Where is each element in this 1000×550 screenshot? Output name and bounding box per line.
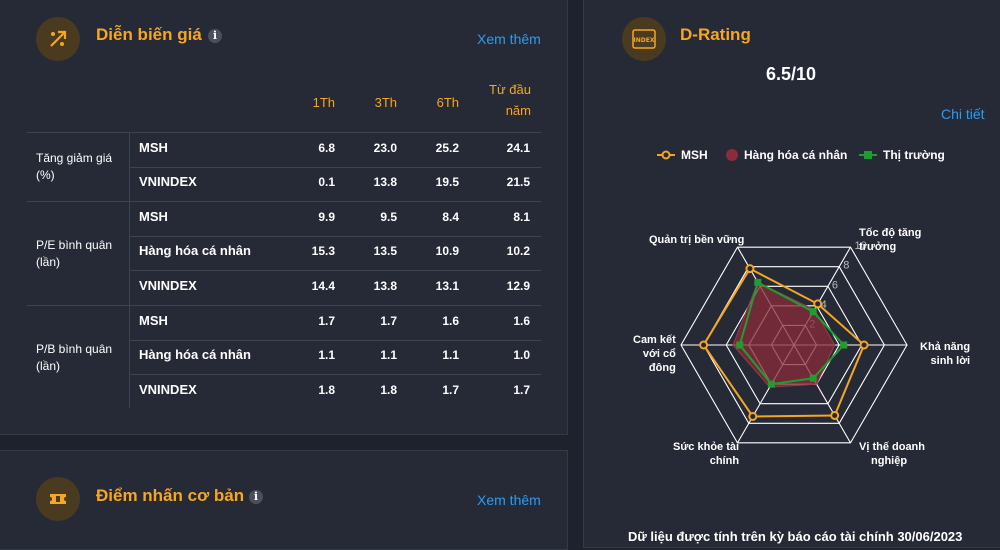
ticket-icon xyxy=(36,477,80,521)
price-change-card: Diễn biến giá i Xem thêm 1Th 3Th 6Th Từ … xyxy=(0,0,568,435)
axis-label-financial-health: Sức khỏe tài chính xyxy=(673,441,740,467)
radar-point-msh[interactable] xyxy=(859,340,869,350)
basic-card-title: Điểm nhấn cơ bản xyxy=(96,486,245,505)
d-rating-title: D-Rating xyxy=(680,25,751,44)
radar-point-msh[interactable] xyxy=(813,299,823,309)
radar-chart: 246810 xyxy=(680,240,908,444)
table-cell: 13.5 xyxy=(373,244,397,258)
d-rating-footnote: Dữ liệu được tính trên kỳ báo cáo tài ch… xyxy=(628,529,963,544)
table-cell: 21.5 xyxy=(506,175,530,189)
col-header-ytd-line1: Từ đầu xyxy=(489,82,531,97)
index-icon: INDEX xyxy=(622,17,666,61)
table-cell: 13.8 xyxy=(373,279,397,293)
axis-label-position: Vị thế doanh nghiệp xyxy=(859,441,925,467)
table-cell: 1.6 xyxy=(513,314,530,328)
col-header-6m: 6Th xyxy=(436,95,459,110)
table-row-name[interactable]: VNINDEX xyxy=(139,278,197,293)
table-cell: 1.8 xyxy=(380,383,397,397)
table-cell: 15.3 xyxy=(311,244,335,258)
group-price-change: Tăng giảm giá (%) xyxy=(36,151,113,182)
table-cell: 1.1 xyxy=(380,348,397,362)
legend-msh[interactable]: MSH xyxy=(657,148,708,162)
radar-point-msh[interactable] xyxy=(748,411,758,421)
info-icon[interactable]: i xyxy=(208,29,222,43)
table-cell: 9.5 xyxy=(380,210,397,224)
table-row-name[interactable]: MSH xyxy=(139,209,168,224)
table-cell: 23.0 xyxy=(373,141,397,155)
table-cell: 1.7 xyxy=(318,314,335,328)
d-rating-detail-link[interactable]: Chi tiết xyxy=(941,106,985,122)
table-cell: 1.6 xyxy=(442,314,459,328)
group-pb: P/B bình quân (lần) xyxy=(36,342,113,373)
table-cell: 13.8 xyxy=(373,175,397,189)
index-icon-text: INDEX xyxy=(634,37,655,44)
table-cell: 10.2 xyxy=(506,244,530,258)
table-row-name[interactable]: Hàng hóa cá nhân xyxy=(139,347,251,362)
table-cell: 13.1 xyxy=(435,279,459,293)
table-cell: 14.4 xyxy=(311,279,335,293)
table-cell: 1.7 xyxy=(442,383,459,397)
radar-point-market[interactable] xyxy=(809,374,817,382)
table-cell: 1.1 xyxy=(318,348,335,362)
col-header-ytd-line2: năm xyxy=(505,103,531,118)
table-cell: 1.0 xyxy=(513,348,530,362)
legend-market[interactable]: Thị trường xyxy=(859,148,945,162)
table-cell: 1.8 xyxy=(318,383,335,397)
table-cell: 12.9 xyxy=(506,279,530,293)
radar-point-msh[interactable] xyxy=(830,410,840,420)
radar-point-market[interactable] xyxy=(809,308,817,316)
radar-point-msh[interactable] xyxy=(699,340,709,350)
table-row-name[interactable]: VNINDEX xyxy=(139,382,197,397)
basic-highlights-card: Điểm nhấn cơ bản i Xem thêm xyxy=(0,450,568,550)
radar-tick-label: 8 xyxy=(843,260,849,272)
table-cell: 8.4 xyxy=(442,210,459,224)
table-cell: 8.1 xyxy=(513,210,530,224)
radar-point-market[interactable] xyxy=(754,278,762,286)
table-row-name[interactable]: MSH xyxy=(139,313,168,328)
info-icon[interactable]: i xyxy=(249,490,263,504)
col-header-ytd: Từ đầu năm xyxy=(469,79,531,121)
axis-label-profitability: Khả năng sinh lời xyxy=(920,341,971,367)
radar-tick-label: 4 xyxy=(821,299,827,311)
col-header-3m: 3Th xyxy=(374,95,397,110)
radar-point-market[interactable] xyxy=(840,341,848,349)
table-cell: 19.5 xyxy=(435,175,459,189)
legend-msh-marker xyxy=(657,150,675,160)
table-cell: 1.7 xyxy=(513,383,530,397)
d-rating-card: INDEX D-Rating 6.5/10 Chi tiết MSH Hàng … xyxy=(583,0,1000,548)
col-header-1m: 1Th xyxy=(312,95,335,110)
table-row-name[interactable]: VNINDEX xyxy=(139,174,197,189)
table-cell: 25.2 xyxy=(435,141,459,155)
table-cell: 1.7 xyxy=(380,314,397,328)
table-cell: 0.1 xyxy=(318,175,335,189)
table-cell: 24.1 xyxy=(506,141,530,155)
table-row-name[interactable]: MSH xyxy=(139,140,168,155)
table-cell: 6.8 xyxy=(318,141,335,155)
price-more-link[interactable]: Xem thêm xyxy=(477,31,541,47)
group-pe: P/E bình quân (lần) xyxy=(36,238,113,269)
d-rating-score: 6.5/10 xyxy=(766,64,817,84)
table-cell: 1.1 xyxy=(442,348,459,362)
radar-tick-label: 10 xyxy=(855,240,867,252)
legend-market-marker xyxy=(859,151,877,159)
price-card-title: Diễn biến giá xyxy=(96,25,202,44)
radar-point-market[interactable] xyxy=(736,341,744,349)
basic-more-link[interactable]: Xem thêm xyxy=(477,492,541,508)
legend-sector-marker xyxy=(726,149,738,161)
radar-point-market[interactable] xyxy=(767,380,775,388)
axis-label-growth: Tốc độ tăng trưởng xyxy=(859,227,922,253)
axis-label-governance: Quản trị bền vững xyxy=(649,234,745,246)
axis-label-shareholder: Cam kết với cổ đông xyxy=(633,334,676,374)
trend-icon xyxy=(36,17,80,61)
radar-tick-label: 6 xyxy=(832,279,838,291)
legend-sector[interactable]: Hàng hóa cá nhân xyxy=(726,148,847,162)
table-cell: 9.9 xyxy=(318,210,335,224)
table-cell: 10.9 xyxy=(435,244,459,258)
radar-point-msh[interactable] xyxy=(745,264,755,274)
table-row-name[interactable]: Hàng hóa cá nhân xyxy=(139,243,251,258)
